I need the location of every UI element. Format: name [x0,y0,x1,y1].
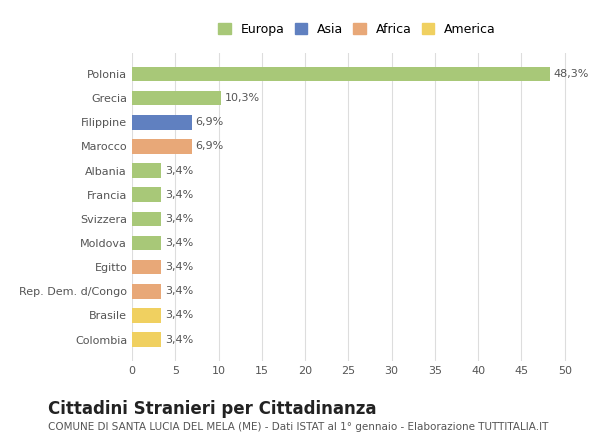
Text: 3,4%: 3,4% [165,334,193,345]
Bar [132,187,161,202]
Bar [132,308,161,323]
Text: 3,4%: 3,4% [165,311,193,320]
Bar [132,163,161,178]
Text: 3,4%: 3,4% [165,214,193,224]
Text: 3,4%: 3,4% [165,238,193,248]
Bar [132,236,161,250]
Legend: Europa, Asia, Africa, America: Europa, Asia, Africa, America [214,19,500,40]
Bar [132,67,550,81]
Bar [132,91,221,106]
Text: 6,9%: 6,9% [195,117,223,127]
Bar [132,284,161,298]
Text: Cittadini Stranieri per Cittadinanza: Cittadini Stranieri per Cittadinanza [48,400,377,418]
Text: 3,4%: 3,4% [165,262,193,272]
Text: 3,4%: 3,4% [165,190,193,200]
Bar [132,212,161,226]
Text: COMUNE DI SANTA LUCIA DEL MELA (ME) - Dati ISTAT al 1° gennaio - Elaborazione TU: COMUNE DI SANTA LUCIA DEL MELA (ME) - Da… [48,422,548,433]
Text: 3,4%: 3,4% [165,165,193,176]
Bar [132,260,161,275]
Bar [132,115,192,129]
Text: 3,4%: 3,4% [165,286,193,296]
Text: 10,3%: 10,3% [224,93,260,103]
Bar [132,139,192,154]
Bar [132,332,161,347]
Text: 48,3%: 48,3% [553,69,589,79]
Text: 6,9%: 6,9% [195,141,223,151]
